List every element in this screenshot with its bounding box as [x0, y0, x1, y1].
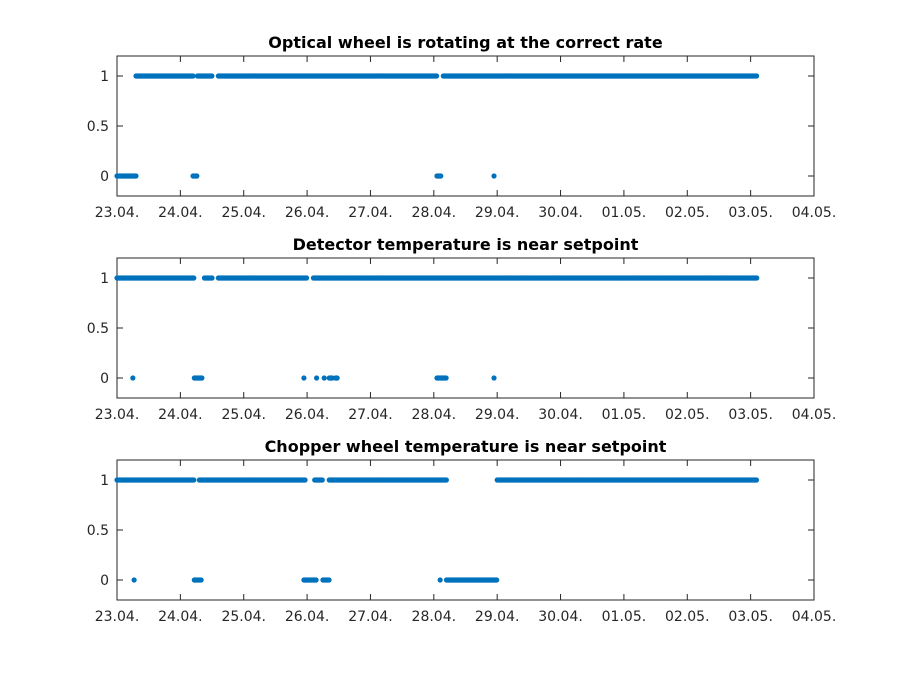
x-tick-label: 24.04. [158, 205, 203, 221]
data-point [753, 477, 760, 483]
data-points [114, 73, 760, 179]
x-tick-label: 27.04. [348, 609, 393, 625]
data-point [437, 577, 443, 583]
data-point [434, 73, 440, 79]
data-points [114, 477, 760, 583]
data-point [753, 73, 760, 79]
x-tick-label: 01.05. [602, 407, 647, 423]
data-point [334, 375, 340, 381]
x-tick-label: 26.04. [285, 609, 330, 625]
y-tick-label: 0.5 [87, 523, 109, 539]
chart-panel-2: Detector temperature is near setpoint 23.… [87, 235, 837, 423]
data-point [321, 375, 327, 381]
x-tick-label: 28.04. [412, 205, 457, 221]
data-point [754, 275, 760, 281]
chart-title: Optical wheel is rotating at the correct… [268, 33, 663, 52]
data-point [443, 375, 449, 381]
data-point [313, 577, 319, 583]
chart-panel-1: Optical wheel is rotating at the correct… [87, 33, 837, 221]
x-tick-label: 29.04. [475, 407, 520, 423]
y-tick-label: 1 [100, 271, 109, 287]
x-tick-label: 30.04. [538, 407, 583, 423]
data-point [191, 477, 197, 483]
x-tick-label: 25.04. [221, 609, 266, 625]
x-tick-label: 28.04. [412, 407, 457, 423]
x-tick-label: 04.05. [792, 407, 837, 423]
x-tick-label: 30.04. [538, 609, 583, 625]
data-point [326, 577, 332, 583]
data-point [133, 173, 139, 179]
data-point [130, 375, 136, 381]
x-tick-label: 03.05. [728, 609, 773, 625]
x-tick-label: 25.04. [221, 407, 266, 423]
data-point [443, 477, 449, 483]
y-tick-label: 1 [100, 473, 109, 489]
data-point [438, 173, 444, 179]
y-tick-label: 0.5 [87, 119, 109, 135]
x-tick-label: 02.05. [665, 407, 710, 423]
x-tick-label: 30.04. [538, 205, 583, 221]
x-tick-label: 03.05. [728, 407, 773, 423]
data-point [209, 73, 215, 79]
data-point [190, 73, 196, 79]
y-tick-label: 0 [100, 573, 109, 589]
data-point [301, 375, 307, 381]
data-point [491, 173, 497, 179]
x-tick-label: 04.05. [792, 205, 837, 221]
data-point [302, 477, 308, 483]
chart-title: Detector temperature is near setpoint [293, 235, 639, 254]
x-tick-label: 02.05. [665, 609, 710, 625]
chart-panel-3: Chopper wheel temperature is near setpoi… [87, 437, 837, 625]
chart-title: Chopper wheel temperature is near setpoi… [265, 437, 667, 456]
data-point [131, 577, 137, 583]
data-point [491, 375, 497, 381]
data-point [191, 275, 197, 281]
x-tick-label: 23.04. [95, 205, 140, 221]
data-point [194, 173, 200, 179]
x-tick-label: 23.04. [95, 407, 140, 423]
x-tick-label: 24.04. [158, 609, 203, 625]
x-tick-label: 01.05. [602, 609, 647, 625]
x-tick-label: 28.04. [412, 609, 457, 625]
x-tick-label: 02.05. [665, 205, 710, 221]
y-tick-label: 0 [100, 371, 109, 387]
x-tick-label: 27.04. [348, 407, 393, 423]
x-tick-label: 26.04. [285, 407, 330, 423]
x-tick-label: 24.04. [158, 407, 203, 423]
data-point [319, 477, 325, 483]
x-tick-label: 04.05. [792, 609, 837, 625]
y-tick-label: 1 [100, 69, 109, 85]
data-point [199, 375, 205, 381]
x-tick-label: 01.05. [602, 205, 647, 221]
y-tick-label: 0 [100, 169, 109, 185]
x-tick-label: 03.05. [728, 205, 773, 221]
x-tick-label: 25.04. [221, 205, 266, 221]
data-point [209, 275, 215, 281]
x-tick-label: 27.04. [348, 205, 393, 221]
data-point [303, 275, 310, 281]
x-tick-label: 29.04. [475, 609, 520, 625]
data-point [494, 577, 500, 583]
x-tick-label: 29.04. [475, 205, 520, 221]
x-tick-label: 26.04. [285, 205, 330, 221]
x-tick-label: 23.04. [95, 609, 140, 625]
data-point [198, 577, 204, 583]
data-point [313, 375, 320, 381]
y-tick-label: 0.5 [87, 321, 109, 337]
data-points [114, 275, 760, 381]
